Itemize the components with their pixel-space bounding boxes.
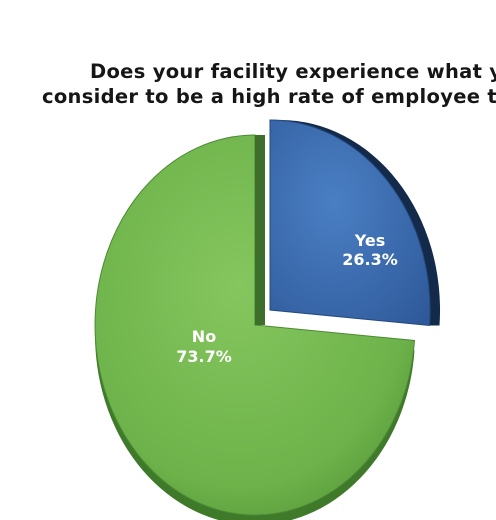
chart-title-line-1: Does your facility experience what you xyxy=(90,60,496,83)
no-slice xyxy=(94,134,416,516)
chart-title-line-2: consider to be a high rate of employee t… xyxy=(42,85,496,108)
no-slice-percent: 73.7% xyxy=(176,347,232,366)
no-slice-name: No xyxy=(192,327,216,346)
no-slice-group xyxy=(94,134,416,520)
no-slice-side-wall xyxy=(255,135,265,325)
yes-slice-percent: 26.3% xyxy=(342,250,398,269)
yes-slice-name: Yes xyxy=(354,231,386,250)
yes-slice xyxy=(269,119,431,327)
yes-slice-group xyxy=(269,119,441,327)
